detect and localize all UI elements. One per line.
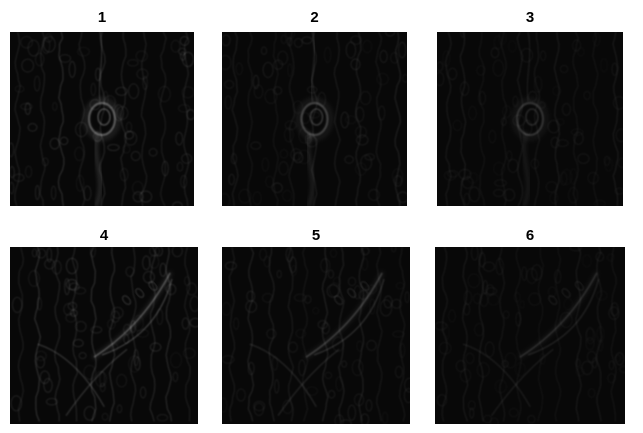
panel-2: 2	[222, 8, 407, 206]
panel-label-6: 6	[525, 227, 535, 244]
texture-image-1	[10, 32, 194, 206]
texture-image-4	[10, 247, 198, 424]
panel-6: 6	[435, 226, 625, 424]
texture-image-5	[222, 247, 410, 424]
panel-label-5: 5	[311, 227, 321, 244]
texture-image-2	[222, 32, 407, 206]
panel-1: 1	[10, 8, 194, 206]
texture-image-6	[435, 247, 625, 424]
panel-label-2: 2	[310, 9, 319, 26]
panel-4: 4	[10, 226, 198, 424]
panel-label-4: 4	[99, 227, 109, 244]
panel-label-3: 3	[525, 9, 535, 26]
panel-3: 3	[437, 8, 623, 206]
panel-label-1: 1	[97, 9, 107, 26]
panel-5: 5	[222, 226, 410, 424]
texture-image-3	[437, 32, 623, 206]
